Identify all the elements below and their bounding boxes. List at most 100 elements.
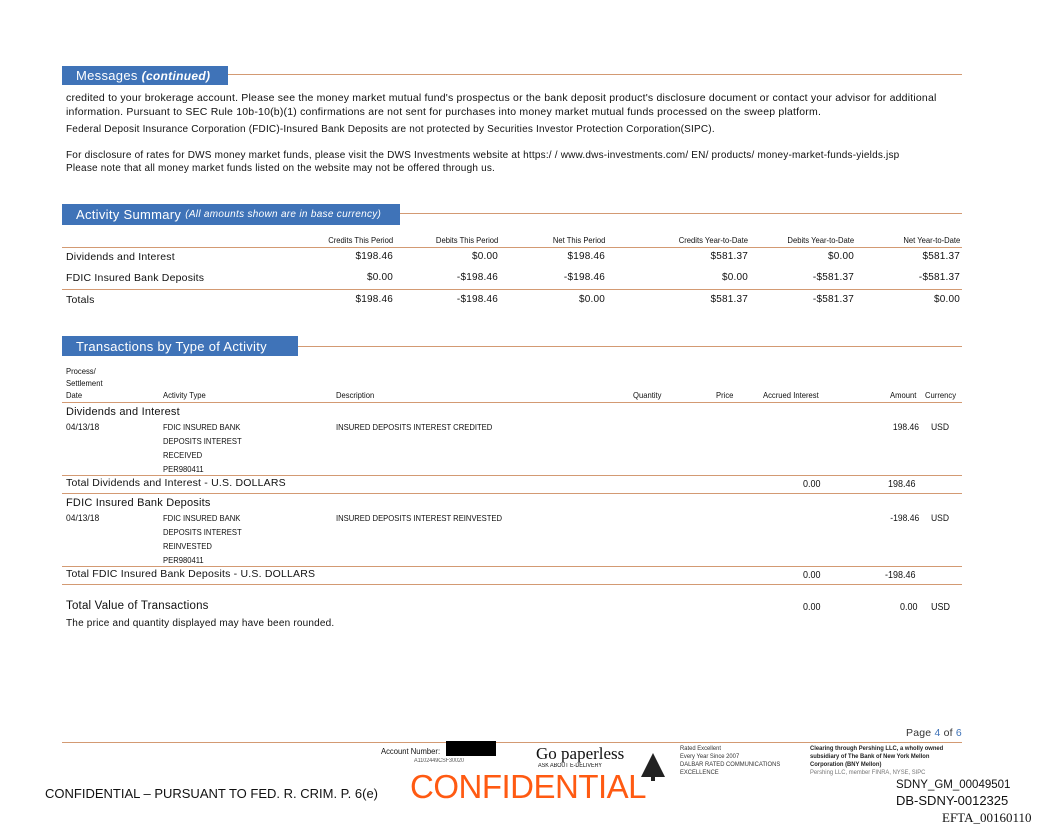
summary-cell: $0.00 — [578, 294, 605, 305]
divider — [62, 402, 962, 403]
grand-total-accrued: 0.00 — [803, 602, 821, 613]
summary-cell: $581.37 — [710, 251, 748, 262]
summary-cell: -$581.37 — [918, 272, 960, 283]
transactions-header: Transactions by Type of Activity — [62, 336, 298, 356]
activity-summary-subtitle: (All amounts shown are in base currency) — [185, 209, 382, 220]
tx-activity-type: DEPOSITS INTEREST — [163, 527, 242, 537]
divider — [62, 566, 962, 567]
summary-column-header: Debits This Period — [435, 235, 498, 245]
divider — [298, 346, 962, 347]
e-delivery-text: ASK ABOUT E-DELIVERY — [538, 763, 603, 769]
tx-activity-type: PER980411 — [163, 555, 204, 565]
summary-column-header: Credits Year-to-Date — [678, 235, 748, 245]
col-date-header: Process/ — [66, 366, 96, 376]
group-total-amount: -198.46 — [885, 570, 916, 581]
pershing-line: Clearing through Pershing LLC, a wholly … — [810, 745, 944, 752]
tx-activity-type: PER980411 — [163, 464, 204, 474]
divider — [62, 289, 962, 290]
activity-summary-title: Activity Summary — [76, 207, 182, 222]
group-total-accrued: 0.00 — [803, 479, 821, 490]
group-name: FDIC Insured Bank Deposits — [66, 497, 211, 509]
tx-activity-type: FDIC INSURED BANK — [163, 513, 241, 523]
page-number: Page 4 of 6 — [906, 727, 962, 739]
group-total-amount: 198.46 — [888, 479, 916, 490]
divider — [62, 475, 962, 476]
pershing-line: Corporation (BNY Mellon) — [810, 761, 882, 768]
col-currency-header: Currency — [925, 390, 957, 400]
go-paperless-logo: Go paperless — [536, 744, 625, 763]
dalbar-line: Rated Excellent — [680, 745, 721, 752]
summary-row-label: FDIC Insured Bank Deposits — [66, 272, 205, 284]
summary-row-label: Dividends and Interest — [66, 251, 175, 263]
col-activity-header: Activity Type — [163, 390, 206, 400]
col-amount-header: Amount — [890, 390, 917, 400]
summary-column-header: Credits This Period — [328, 235, 393, 245]
rounding-note: The price and quantity displayed may hav… — [66, 618, 335, 629]
total-pages: 6 — [955, 727, 962, 739]
divider — [62, 493, 962, 494]
summary-cell: $198.46 — [355, 294, 393, 305]
group-total-accrued: 0.00 — [803, 570, 821, 581]
bates-number-1: SDNY_GM_00049501 — [896, 779, 1011, 791]
summary-cell: -$198.46 — [456, 272, 498, 283]
summary-cell: $581.37 — [922, 251, 960, 262]
col-date-header: Settlement — [66, 378, 103, 388]
tx-currency: USD — [931, 513, 950, 524]
tx-amount: -198.46 — [889, 513, 919, 524]
messages-para1: credited to your brokerage account. Plea… — [66, 92, 937, 118]
tx-description: INSURED DEPOSITS INTEREST CREDITED — [336, 422, 493, 432]
messages-para2: Federal Deposit Insurance Corporation (F… — [66, 124, 715, 135]
summary-cell: $198.46 — [567, 251, 605, 262]
tx-currency: USD — [931, 422, 950, 433]
dalbar-line: EXCELLENCE — [680, 769, 719, 776]
messages-suffix: (continued) — [141, 68, 211, 83]
summary-column-header: Net Year-to-Date — [903, 235, 960, 245]
account-number-label: Account Number: — [381, 746, 441, 756]
activity-summary-header: Activity Summary (All amounts shown are i… — [62, 204, 400, 225]
confidential-stamp: CONFIDENTIAL — [410, 768, 647, 805]
pershing-line: Pershing LLC, member FINRA, NYSE, SIPC — [810, 769, 926, 776]
tx-activity-type: RECEIVED — [163, 450, 203, 460]
summary-cell: -$581.37 — [812, 272, 854, 283]
messages-para3b: Please note that all money market funds … — [66, 163, 496, 174]
summary-cell: -$198.46 — [456, 294, 498, 305]
messages-title: Messages — [76, 68, 138, 83]
summary-cell: $581.37 — [710, 294, 748, 305]
messages-para3a: For disclosure of rates for DWS money ma… — [66, 150, 900, 161]
col-quantity-header: Quantity — [633, 390, 662, 400]
tx-amount: 198.46 — [892, 422, 919, 433]
summary-row-label: Totals — [66, 294, 95, 306]
of-label: of — [943, 727, 953, 739]
grand-total-currency: USD — [931, 602, 951, 613]
divider — [62, 742, 962, 743]
group-name: Dividends and Interest — [66, 406, 180, 418]
summary-cell: $0.00 — [933, 294, 960, 305]
col-description-header: Description — [336, 390, 375, 400]
summary-cell: -$198.46 — [563, 272, 605, 283]
dalbar-tree-icon — [641, 753, 665, 781]
account-code: A1102449CSF30020 — [414, 758, 465, 764]
summary-cell: $0.00 — [471, 251, 498, 262]
redaction-box — [446, 741, 496, 756]
divider — [400, 213, 962, 214]
tx-date: 04/13/18 — [66, 513, 100, 524]
confidential-notice: CONFIDENTIAL – PURSUANT TO FED. R. CRIM.… — [45, 786, 379, 801]
bates-number-2: DB-SDNY-0012325 — [896, 793, 1009, 808]
tx-date: 04/13/18 — [66, 422, 100, 433]
divider — [62, 584, 962, 585]
summary-cell: $198.46 — [355, 251, 393, 262]
group-total-label: Total Dividends and Interest - U.S. DOLL… — [66, 477, 286, 489]
page-label: Page — [906, 727, 932, 739]
col-accrued-header: Accrued Interest — [763, 390, 819, 400]
pershing-line: subsidiary of The Bank of New York Mello… — [810, 753, 930, 760]
summary-cell: -$581.37 — [812, 294, 854, 305]
current-page: 4 — [934, 727, 941, 739]
summary-column-header: Net This Period — [552, 235, 605, 245]
dalbar-line: Every Year Since 2007 — [680, 753, 740, 760]
efta-number: EFTA_00160110 — [942, 810, 1032, 825]
tx-activity-type: DEPOSITS INTEREST — [163, 436, 242, 446]
summary-cell: $0.00 — [827, 251, 854, 262]
summary-cell: $0.00 — [366, 272, 393, 283]
divider — [62, 247, 962, 248]
